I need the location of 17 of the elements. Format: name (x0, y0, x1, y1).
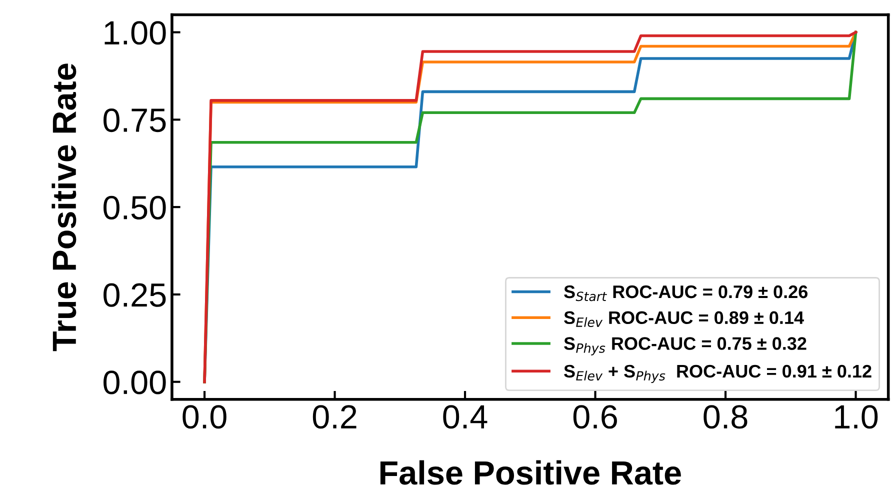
legend-label: S$_{Elev}$ ROC-AUC = 0.89 ± 0.14 (564, 311, 804, 328)
legend-label: S$_{Elev}$ + S$_{Phys}$ ROC-AUC = 0.91 ± 0.12 (564, 364, 872, 384)
legend-label: S$_{Phys}$ ROC-AUC = 0.75 ± 0.32 (564, 337, 806, 356)
y-tick-label: 0.75 (104, 108, 166, 132)
x-tick-label: 0.6 (573, 405, 617, 429)
y-tick-label: 0.50 (104, 196, 166, 220)
y-axis-title: True Positive Rate (52, 64, 76, 352)
x-tick-label: 1.0 (835, 405, 878, 429)
x-tick-label: 0.2 (312, 405, 356, 429)
y-tick-label: 1.00 (104, 21, 166, 45)
y-tick-label: 0.25 (104, 283, 166, 307)
x-tick-label: 0.4 (443, 405, 488, 429)
x-tick-label: 0.0 (182, 405, 226, 429)
x-axis-title: False Positive Rate (380, 460, 681, 485)
legend-label: S$_{Start}$ ROC-AUC = 0.79 ± 0.26 (564, 285, 808, 302)
x-tick-label: 0.8 (704, 405, 748, 429)
y-tick-label: 0.00 (104, 370, 166, 394)
